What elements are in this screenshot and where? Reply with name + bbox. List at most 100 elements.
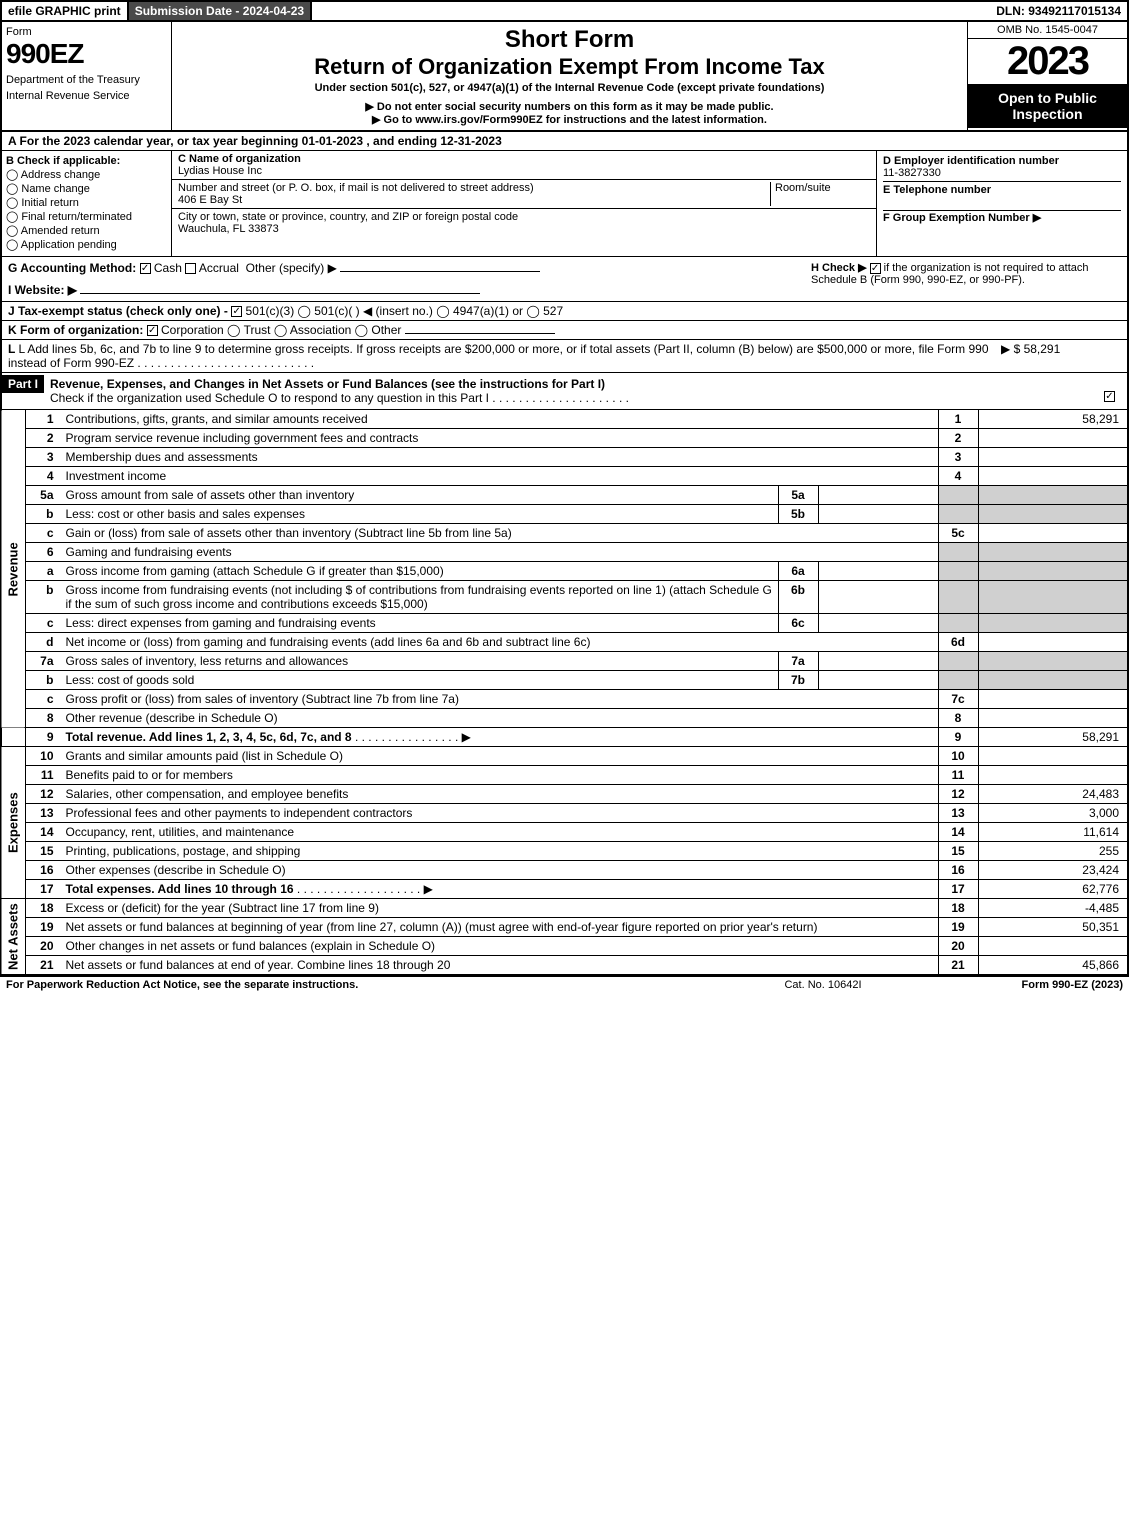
ein-row: D Employer identification number11-38273… [883,153,1121,182]
row-i: I Website: ▶ [8,283,811,297]
line-1: Contributions, gifts, grants, and simila… [62,410,939,429]
org-name: Lydias House Inc [178,165,262,177]
amt-12: 24,483 [978,785,1128,804]
chk-cash[interactable] [140,263,151,274]
efile-label[interactable]: efile GRAPHIC print [2,2,129,20]
chk-name[interactable]: ◯ Name change [6,182,167,195]
col-c: C Name of organization Lydias House Inc … [172,151,877,256]
f-label: F Group Exemption Number ▶ [883,212,1041,224]
line-6: Gaming and fundraising events [62,543,939,562]
line-6a: Gross income from gaming (attach Schedul… [62,562,779,581]
line-12: Salaries, other compensation, and employ… [62,785,939,804]
street-row: Number and street (or P. O. box, if mail… [172,180,876,209]
l-text: L Add lines 5b, 6c, and 7b to line 9 to … [8,342,989,370]
chk-address[interactable]: ◯ Address change [6,168,167,181]
line-5a: Gross amount from sale of assets other t… [62,486,779,505]
lines-table: Revenue 1Contributions, gifts, grants, a… [0,410,1129,975]
h-label: H Check ▶ [811,262,867,274]
k-opts: Corporation ◯ Trust ◯ Association ◯ Othe… [161,323,401,337]
line-10: Grants and similar amounts paid (list in… [62,747,939,766]
line-11: Benefits paid to or for members [62,766,939,785]
col-b: B Check if applicable: ◯ Address change … [2,151,172,256]
chk-part1[interactable] [1104,391,1115,402]
header-left: Form 990EZ Department of the Treasury In… [2,22,172,130]
chk-accrual[interactable] [185,263,196,274]
org-name-row: C Name of organization Lydias House Inc [172,151,876,180]
netassets-label: Net Assets [1,899,26,975]
chk-amended[interactable]: ◯ Amended return [6,224,167,237]
other-line[interactable] [340,271,540,272]
header-center: Short Form Return of Organization Exempt… [172,22,967,130]
line-16: Other expenses (describe in Schedule O) [62,861,939,880]
j-label: J Tax-exempt status (check only one) - [8,304,228,318]
d-label: D Employer identification number [883,155,1059,167]
omb-label: OMB No. 1545-0047 [968,22,1127,39]
part1-sub: Check if the organization used Schedule … [50,391,489,405]
phone-row: E Telephone number [883,182,1121,211]
form-header: Form 990EZ Department of the Treasury In… [0,22,1129,132]
line-7a: Gross sales of inventory, less returns a… [62,652,779,671]
chk-corp[interactable] [147,325,158,336]
e-label: E Telephone number [883,184,991,196]
line-19: Net assets or fund balances at beginning… [62,918,939,937]
amt-19: 50,351 [978,918,1128,937]
subtitle: Under section 501(c), 527, or 4947(a)(1)… [176,82,963,94]
row-h: H Check ▶ if the organization is not req… [811,261,1121,297]
line-13: Professional fees and other payments to … [62,804,939,823]
website-line[interactable] [80,293,480,294]
short-form-title: Short Form [176,26,963,54]
part1-title: Revenue, Expenses, and Changes in Net As… [50,377,605,391]
row-l: L L Add lines 5b, 6c, and 7b to line 9 t… [0,340,1129,373]
footer: For Paperwork Reduction Act Notice, see … [0,975,1129,993]
amt-13: 3,000 [978,804,1128,823]
chk-h[interactable] [870,263,881,274]
return-title: Return of Organization Exempt From Incom… [176,54,963,80]
expenses-label: Expenses [1,747,26,899]
line-20: Other changes in net assets or fund bala… [62,937,939,956]
instr-2[interactable]: ▶ Go to www.irs.gov/Form990EZ for instru… [176,113,963,126]
part1-label: Part I [2,375,44,393]
j-opts: 501(c)(3) ◯ 501(c)( ) ◀ (insert no.) ◯ 4… [246,304,564,318]
street-val: 406 E Bay St [178,194,242,206]
dln-label: DLN: 93492117015134 [990,2,1127,20]
line-6c: Less: direct expenses from gaming and fu… [62,614,779,633]
i-label: I Website: ▶ [8,283,77,297]
chk-initial[interactable]: ◯ Initial return [6,196,167,209]
line-18: Excess or (deficit) for the year (Subtra… [62,899,939,918]
line-4: Investment income [62,467,939,486]
open-public: Open to Public Inspection [968,84,1127,128]
row-k: K Form of organization: Corporation ◯ Tr… [0,321,1129,340]
footer-left: For Paperwork Reduction Act Notice, see … [6,979,723,991]
room-label: Room/suite [770,182,870,206]
city-label: City or town, state or province, country… [178,211,518,223]
chk-501c3[interactable] [231,306,242,317]
info-grid: B Check if applicable: ◯ Address change … [0,151,1129,257]
amt-9: 58,291 [978,728,1128,747]
amt-1: 58,291 [978,410,1128,429]
form-label: Form [6,26,167,38]
city-val: Wauchula, FL 33873 [178,223,279,235]
ein-val: 11-3827330 [883,167,941,179]
chk-pending[interactable]: ◯ Application pending [6,238,167,251]
l-amt: ▶ $ 58,291 [1001,342,1121,370]
part1-header: Part I Revenue, Expenses, and Changes in… [0,373,1129,410]
footer-right: Form 990-EZ (2023) [923,979,1123,991]
amt-21: 45,866 [978,956,1128,975]
line-8: Other revenue (describe in Schedule O) [62,709,939,728]
line-6d: Net income or (loss) from gaming and fun… [62,633,939,652]
line-2: Program service revenue including govern… [62,429,939,448]
line-14: Occupancy, rent, utilities, and maintena… [62,823,939,842]
amt-16: 23,424 [978,861,1128,880]
chk-final[interactable]: ◯ Final return/terminated [6,210,167,223]
line-6b: Gross income from fundraising events (no… [62,581,779,614]
group-row: F Group Exemption Number ▶ [883,211,1121,224]
row-gh: G Accounting Method: Cash Accrual Other … [0,257,1129,302]
g-label: G Accounting Method: [8,261,136,275]
street-label: Number and street (or P. O. box, if mail… [178,182,534,194]
city-row: City or town, state or province, country… [172,209,876,237]
tax-year: 2023 [968,39,1127,84]
instr-1: ▶ Do not enter social security numbers o… [176,100,963,113]
line-7b: Less: cost of goods sold [62,671,779,690]
col-right: D Employer identification number11-38273… [877,151,1127,256]
line-17: Total expenses. Add lines 10 through 16 … [62,880,939,899]
